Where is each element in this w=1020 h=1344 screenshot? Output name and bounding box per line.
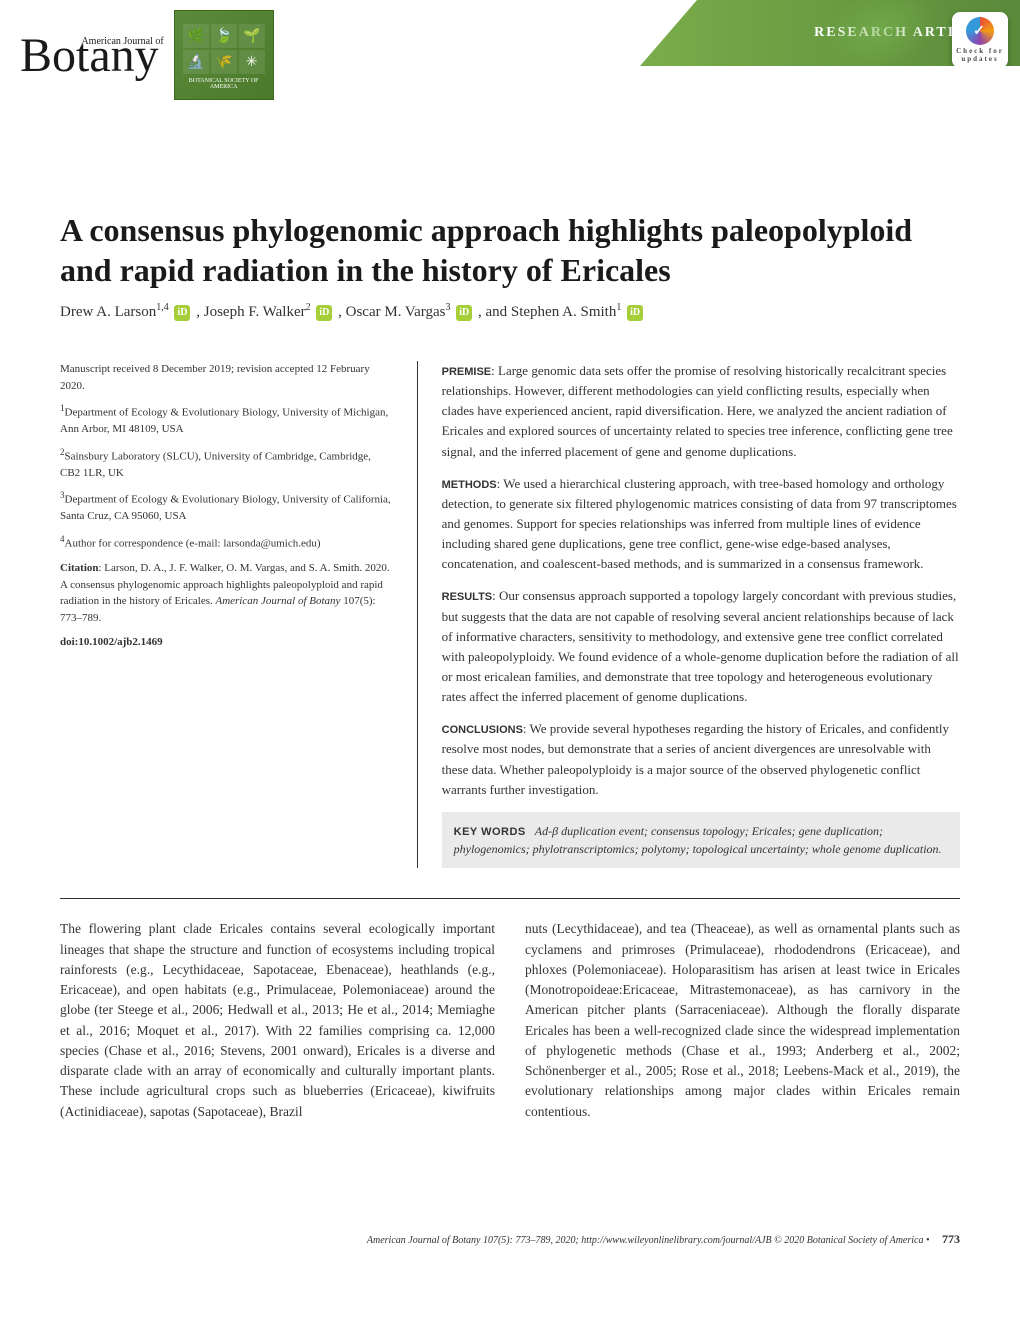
methods-text: : We used a hierarchical clustering appr… xyxy=(442,476,957,572)
check-updates-icon: ✓ xyxy=(966,17,994,45)
society-logo-cell: 🔬 xyxy=(183,50,209,74)
results-label: RESULTS xyxy=(442,591,493,603)
keywords-label: KEY WORDS xyxy=(454,826,526,838)
check-for-updates-badge[interactable]: ✓ Check for updates xyxy=(952,12,1008,68)
affiliation: 3Department of Ecology & Evolutionary Bi… xyxy=(60,489,393,525)
orcid-icon[interactable]: iD xyxy=(174,305,190,321)
orcid-icon[interactable]: iD xyxy=(316,305,332,321)
keywords-box: KEY WORDS Ad-β duplication event; consen… xyxy=(442,812,960,869)
header-right: RESEARCH ARTICLE ✓ Check for updates xyxy=(640,0,1020,110)
meta-abstract-row: Manuscript received 8 December 2019; rev… xyxy=(60,361,960,868)
affil-text: Sainsbury Laboratory (SLCU), University … xyxy=(60,450,371,479)
methods-label: METHODS xyxy=(442,479,497,491)
doi-label: doi:10.1002/ajb2.1469 xyxy=(60,636,163,648)
society-logo-text: BOTANICAL SOCIETY OF AMERICA xyxy=(175,78,273,90)
results-text: : Our consensus approach supported a top… xyxy=(442,588,959,704)
society-logo-cell: ✳ xyxy=(239,50,265,74)
doi-line: doi:10.1002/ajb2.1469 xyxy=(60,634,393,651)
footer-citation: 107(5): 773–789, 2020; http://www.wileyo… xyxy=(480,1235,923,1246)
premise-label: PREMISE xyxy=(442,366,492,378)
body-columns: The flowering plant clade Ericales conta… xyxy=(60,919,960,1122)
orcid-icon[interactable]: iD xyxy=(627,305,643,321)
manuscript-info: Manuscript received 8 December 2019; rev… xyxy=(60,361,393,394)
affil-text: Author for correspondence (e-mail: larso… xyxy=(65,538,321,550)
author-name: Oscar M. Vargas xyxy=(346,304,446,320)
citation-block: Citation: Larson, D. A., J. F. Walker, O… xyxy=(60,560,393,626)
meta-column: Manuscript received 8 December 2019; rev… xyxy=(60,361,393,868)
conclusions-label: CONCLUSIONS xyxy=(442,724,523,736)
footer-bullet: • xyxy=(923,1235,932,1246)
author-sup: 3 xyxy=(445,302,450,313)
abstract-premise: PREMISE: Large genomic data sets offer t… xyxy=(442,361,960,462)
author-sep: , and xyxy=(478,304,511,320)
article-title: A consensus phylogenomic approach highli… xyxy=(60,210,960,290)
article-content: A consensus phylogenomic approach highli… xyxy=(0,110,1020,1162)
journal-name-superscript: American Journal of xyxy=(81,36,163,47)
author-name: Drew A. Larson xyxy=(60,304,156,320)
keywords-text: Ad-β duplication event; consensus topolo… xyxy=(454,824,942,857)
body-col-right: nuts (Lecythidaceae), and tea (Theaceae)… xyxy=(525,919,960,1122)
society-logo: 🌿 🍃 🌱 🔬 🌾 ✳ BOTANICAL SOCIETY OF AMERICA xyxy=(174,10,274,100)
premise-text: : Large genomic data sets offer the prom… xyxy=(442,363,953,459)
abstract-results: RESULTS: Our consensus approach supporte… xyxy=(442,586,960,707)
author-sup: 1,4 xyxy=(156,302,169,313)
society-logo-cell: 🍃 xyxy=(211,24,237,48)
affiliation: 1Department of Ecology & Evolutionary Bi… xyxy=(60,402,393,438)
journal-logo-block: American Journal of Botany 🌿 🍃 🌱 🔬 🌾 ✳ B… xyxy=(0,0,294,110)
body-col-left: The flowering plant clade Ericales conta… xyxy=(60,919,495,1122)
citation-journal: American Journal of Botany xyxy=(215,595,340,607)
check-updates-label-bottom: updates xyxy=(961,55,998,63)
orcid-icon[interactable]: iD xyxy=(456,305,472,321)
affil-text: Department of Ecology & Evolutionary Bio… xyxy=(60,407,388,436)
affiliation: 4Author for correspondence (e-mail: lars… xyxy=(60,533,393,552)
abstract-column: PREMISE: Large genomic data sets offer t… xyxy=(417,361,960,868)
abstract-conclusions: CONCLUSIONS: We provide several hypothes… xyxy=(442,719,960,800)
author-sup: 2 xyxy=(306,302,311,313)
authors-line: Drew A. Larson1,4 iD , Joseph F. Walker2… xyxy=(60,302,960,321)
journal-name-logo: American Journal of Botany xyxy=(20,28,159,83)
abstract-methods: METHODS: We used a hierarchical clusteri… xyxy=(442,474,960,575)
footer-journal: American Journal of Botany xyxy=(367,1235,481,1246)
footer-bar: American Journal of Botany 107(5): 773–7… xyxy=(0,1222,1020,1257)
author-sup: 1 xyxy=(616,302,621,313)
check-updates-label-top: Check for xyxy=(956,47,1004,55)
society-logo-cell: 🌾 xyxy=(211,50,237,74)
author-name: Stephen A. Smith xyxy=(511,304,616,320)
research-article-banner: RESEARCH ARTICLE ✓ Check for updates xyxy=(640,0,1020,66)
affiliation: 2Sainsbury Laboratory (SLCU), University… xyxy=(60,446,393,482)
society-logo-cell: 🌿 xyxy=(183,24,209,48)
author-name: Joseph F. Walker xyxy=(204,304,306,320)
footer-page-number: 773 xyxy=(942,1232,960,1246)
society-logo-cell: 🌱 xyxy=(239,24,265,48)
citation-label: Citation xyxy=(60,562,99,574)
header-bar: American Journal of Botany 🌿 🍃 🌱 🔬 🌾 ✳ B… xyxy=(0,0,1020,110)
leaf-decoration xyxy=(810,0,950,88)
section-divider xyxy=(60,898,960,899)
affil-text: Department of Ecology & Evolutionary Bio… xyxy=(60,494,391,523)
society-logo-grid: 🌿 🍃 🌱 🔬 🌾 ✳ xyxy=(179,20,269,78)
